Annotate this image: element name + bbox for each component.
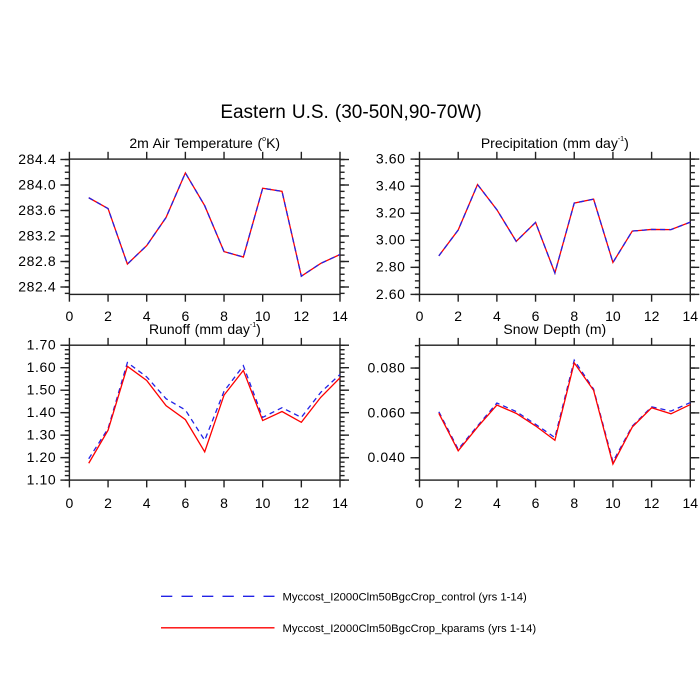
svg-text:2.60: 2.60 <box>376 286 406 302</box>
svg-text:1.70: 1.70 <box>27 337 57 353</box>
svg-text:14: 14 <box>332 308 348 324</box>
svg-text:6: 6 <box>532 495 540 511</box>
svg-text:283.2: 283.2 <box>18 227 56 243</box>
svg-text:0: 0 <box>66 308 74 324</box>
svg-text:12: 12 <box>294 495 310 511</box>
svg-text:6: 6 <box>181 495 189 511</box>
svg-text:14: 14 <box>332 495 348 511</box>
svg-text:284.4: 284.4 <box>18 151 56 167</box>
svg-text:0.060: 0.060 <box>367 404 405 420</box>
svg-text:0.040: 0.040 <box>367 449 405 465</box>
svg-text:12: 12 <box>644 308 660 324</box>
svg-text:12: 12 <box>294 308 310 324</box>
svg-text:4: 4 <box>143 308 151 324</box>
svg-text:Snow Depth (m): Snow Depth (m) <box>503 321 606 337</box>
svg-text:3.40: 3.40 <box>376 178 406 194</box>
svg-text:282.4: 282.4 <box>18 278 56 294</box>
svg-text:10: 10 <box>605 495 621 511</box>
svg-text:0: 0 <box>416 495 424 511</box>
svg-text:284.0: 284.0 <box>18 176 56 192</box>
svg-text:8: 8 <box>220 495 228 511</box>
svg-text:Myccost_I2000Clm50BgcCrop_cont: Myccost_I2000Clm50BgcCrop_control (yrs 1… <box>283 592 527 604</box>
svg-text:0.080: 0.080 <box>367 359 405 375</box>
svg-text:Precipitation (mm day-1): Precipitation (mm day-1) <box>481 135 629 151</box>
svg-text:2m Air Temperature (oK): 2m Air Temperature (oK) <box>129 135 280 151</box>
svg-text:1.40: 1.40 <box>27 404 57 420</box>
svg-text:2: 2 <box>454 308 462 324</box>
svg-text:3.20: 3.20 <box>376 205 406 221</box>
svg-text:1.50: 1.50 <box>27 382 57 398</box>
svg-text:0: 0 <box>66 495 74 511</box>
svg-text:1.30: 1.30 <box>27 427 57 443</box>
svg-text:14: 14 <box>683 308 699 324</box>
svg-text:8: 8 <box>570 308 578 324</box>
svg-text:1.60: 1.60 <box>27 359 57 375</box>
svg-text:8: 8 <box>220 308 228 324</box>
svg-text:12: 12 <box>644 495 660 511</box>
svg-text:6: 6 <box>181 308 189 324</box>
svg-text:2: 2 <box>104 308 112 324</box>
svg-text:10: 10 <box>255 308 271 324</box>
svg-text:2: 2 <box>104 495 112 511</box>
svg-text:3.00: 3.00 <box>376 232 406 248</box>
svg-text:283.6: 283.6 <box>18 202 56 218</box>
svg-text:14: 14 <box>683 495 699 511</box>
svg-text:6: 6 <box>532 308 540 324</box>
svg-text:2: 2 <box>454 495 462 511</box>
svg-text:4: 4 <box>493 495 501 511</box>
svg-text:4: 4 <box>493 308 501 324</box>
svg-text:1.20: 1.20 <box>27 449 57 465</box>
svg-text:4: 4 <box>143 495 151 511</box>
svg-text:2.80: 2.80 <box>376 259 406 275</box>
svg-text:Runoff (mm day-1): Runoff (mm day-1) <box>149 321 261 337</box>
svg-text:1.10: 1.10 <box>27 472 57 488</box>
svg-text:8: 8 <box>570 495 578 511</box>
svg-text:3.60: 3.60 <box>376 151 406 167</box>
svg-text:0: 0 <box>416 308 424 324</box>
svg-text:282.8: 282.8 <box>18 253 56 269</box>
svg-text:10: 10 <box>605 308 621 324</box>
svg-text:Myccost_I2000Clm50BgcCrop_kpar: Myccost_I2000Clm50BgcCrop_kparams (yrs 1… <box>283 623 537 635</box>
svg-text:10: 10 <box>255 495 271 511</box>
svg-text:Eastern U.S. (30-50N,90-70W): Eastern U.S. (30-50N,90-70W) <box>220 102 481 123</box>
